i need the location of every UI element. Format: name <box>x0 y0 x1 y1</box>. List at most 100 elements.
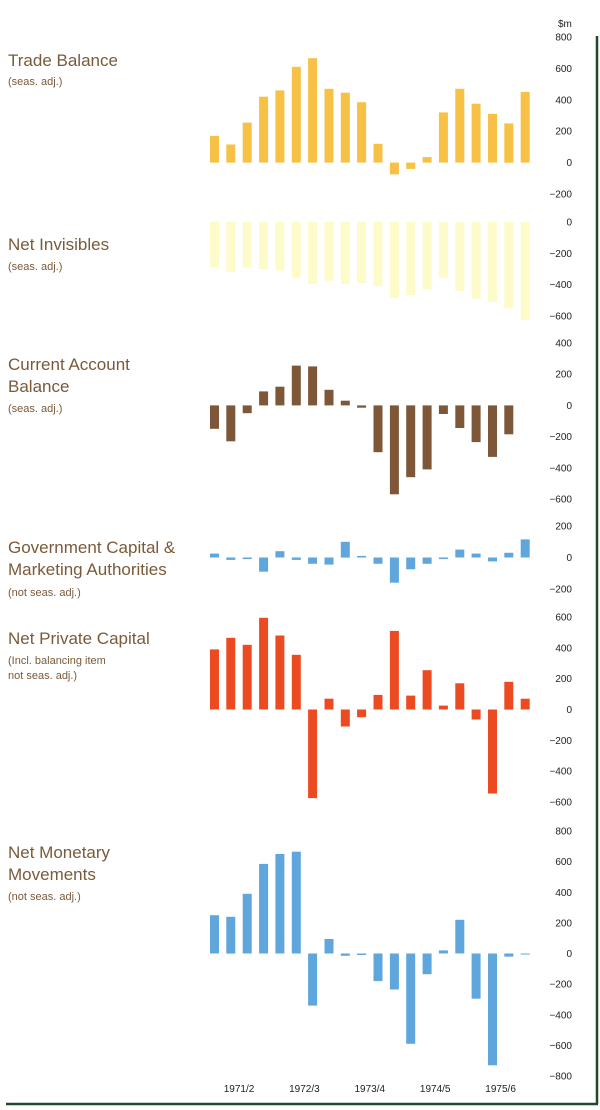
chart-title: Net Private Capital <box>8 629 150 648</box>
bar <box>340 400 350 406</box>
bar <box>406 222 416 295</box>
x-tick-label: 1971/2 <box>224 1084 255 1095</box>
bar <box>308 58 318 163</box>
bar <box>242 122 252 163</box>
bar <box>520 953 530 955</box>
unit-label: $m <box>558 19 572 30</box>
bar <box>275 635 285 710</box>
chart-panel: Net Monetary Movements (not seas. adj.) 800… <box>8 827 572 1083</box>
chart-title: Government Capital & <box>8 538 176 557</box>
bar <box>455 88 465 163</box>
bar <box>455 222 465 291</box>
chart-title: Balance <box>8 377 69 396</box>
y-tick-label: 600 <box>555 613 572 624</box>
bar <box>488 113 497 163</box>
chart-title: Marketing Authorities <box>8 560 167 579</box>
bar <box>259 557 269 572</box>
bar <box>438 112 448 163</box>
bar <box>389 953 399 990</box>
y-tick-label: 200 <box>555 522 572 533</box>
chart-subtitle: (not seas. adj.) <box>8 587 81 599</box>
bar <box>340 541 350 558</box>
bar <box>455 549 465 558</box>
chart-panel: Government Capital & Marketing Authoritie… <box>8 522 572 600</box>
bar <box>520 222 530 320</box>
y-tick-label: −800 <box>549 1072 572 1083</box>
bar <box>504 405 514 435</box>
bar <box>357 555 367 558</box>
bar <box>455 683 465 710</box>
bar <box>291 66 301 163</box>
bar <box>210 553 219 558</box>
bar <box>406 405 416 478</box>
bar <box>275 854 285 954</box>
y-tick-label: −400 <box>549 1010 572 1021</box>
y-tick-label: −200 <box>549 980 572 991</box>
bar <box>259 96 269 163</box>
bar <box>504 681 514 710</box>
bar <box>275 90 285 163</box>
bar <box>422 222 432 290</box>
x-tick-label: 1974/5 <box>420 1084 451 1095</box>
bar <box>471 405 481 443</box>
bar <box>373 405 383 453</box>
bar <box>291 557 301 560</box>
chart-subtitle: (not seas. adj.) <box>8 891 81 903</box>
y-tick-label: 200 <box>555 127 572 138</box>
bar <box>242 644 252 710</box>
y-tick-label: 600 <box>555 857 572 868</box>
chart-title: Current Account <box>8 355 130 374</box>
bar <box>340 953 350 956</box>
chart-panels: Trade Balance (seas. adj.) 800 600 400 200 0 −2… <box>8 33 572 1083</box>
bar <box>504 953 514 957</box>
bar <box>389 405 399 495</box>
chart-panel: Net Private Capital (Incl. balancing item… <box>8 613 572 809</box>
bar <box>308 709 318 799</box>
y-tick-label: 0 <box>566 705 572 716</box>
y-tick-label: 200 <box>555 370 572 381</box>
x-tick-label: 1972/3 <box>289 1084 320 1095</box>
bar <box>291 851 301 954</box>
bar <box>488 557 497 562</box>
bar <box>373 143 383 163</box>
bar <box>242 405 252 414</box>
y-tick-label: 200 <box>555 674 572 685</box>
y-tick-label: −400 <box>549 767 572 778</box>
y-tick-label: 400 <box>555 643 572 654</box>
chart-title: Movements <box>8 865 96 884</box>
y-tick-label: 400 <box>555 339 572 350</box>
chart-subtitle: not seas. adj.) <box>8 670 77 682</box>
bar <box>226 144 236 163</box>
bar <box>210 222 219 268</box>
bar <box>406 162 416 169</box>
chart-panel: Current Account Balance (seas. adj.) 400 200… <box>8 339 572 506</box>
y-tick-label: −600 <box>549 312 572 323</box>
bar <box>438 705 448 710</box>
bar <box>406 953 416 1044</box>
bar <box>210 135 219 163</box>
y-tick-label: −400 <box>549 280 572 291</box>
bar <box>455 405 465 428</box>
bar <box>389 162 399 175</box>
bar <box>422 953 432 975</box>
bar <box>504 552 514 558</box>
bar <box>389 222 399 298</box>
bar <box>422 405 432 470</box>
y-tick-label: 0 <box>566 401 572 412</box>
chart-title: Trade Balance <box>8 51 118 70</box>
bar <box>389 630 399 710</box>
y-tick-label: 0 <box>566 158 572 169</box>
bar <box>340 222 350 284</box>
bar <box>438 222 448 278</box>
y-tick-label: 200 <box>555 918 572 929</box>
chart-subtitle: (seas. adj.) <box>8 403 62 415</box>
bar <box>259 617 269 710</box>
chart-panel: Net Invisibles (seas. adj.) 0 −200 −400 −600 <box>8 218 572 323</box>
bar <box>488 222 497 302</box>
bar <box>275 222 285 271</box>
bar <box>471 953 481 999</box>
bar <box>520 91 530 163</box>
bar <box>308 366 318 406</box>
bar <box>422 157 432 163</box>
bar <box>324 88 334 163</box>
